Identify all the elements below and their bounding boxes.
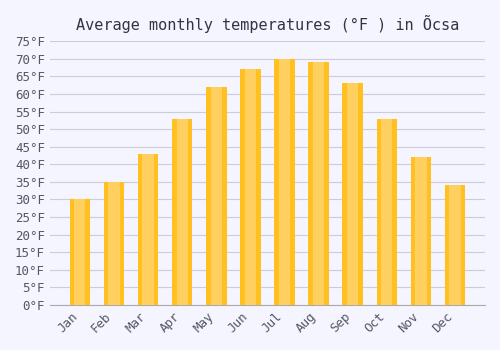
Bar	[172, 119, 193, 305]
Bar	[381, 119, 392, 305]
Bar	[70, 199, 90, 305]
Bar	[210, 87, 222, 305]
Bar	[142, 154, 154, 305]
Bar	[176, 119, 188, 305]
Bar	[240, 69, 260, 305]
Bar	[376, 119, 397, 305]
Bar	[445, 186, 465, 305]
Bar	[342, 83, 363, 305]
Bar	[308, 62, 329, 305]
Bar	[410, 157, 431, 305]
Bar	[279, 59, 290, 305]
Bar	[206, 87, 227, 305]
Bar	[245, 69, 256, 305]
Bar	[313, 62, 324, 305]
Bar	[74, 199, 86, 305]
Bar	[138, 154, 158, 305]
Bar	[104, 182, 124, 305]
Bar	[450, 186, 460, 305]
Bar	[274, 59, 294, 305]
Bar	[108, 182, 120, 305]
Bar	[416, 157, 426, 305]
Title: Average monthly temperatures (°F ) in Õcsa: Average monthly temperatures (°F ) in Õc…	[76, 15, 459, 33]
Bar	[347, 83, 358, 305]
